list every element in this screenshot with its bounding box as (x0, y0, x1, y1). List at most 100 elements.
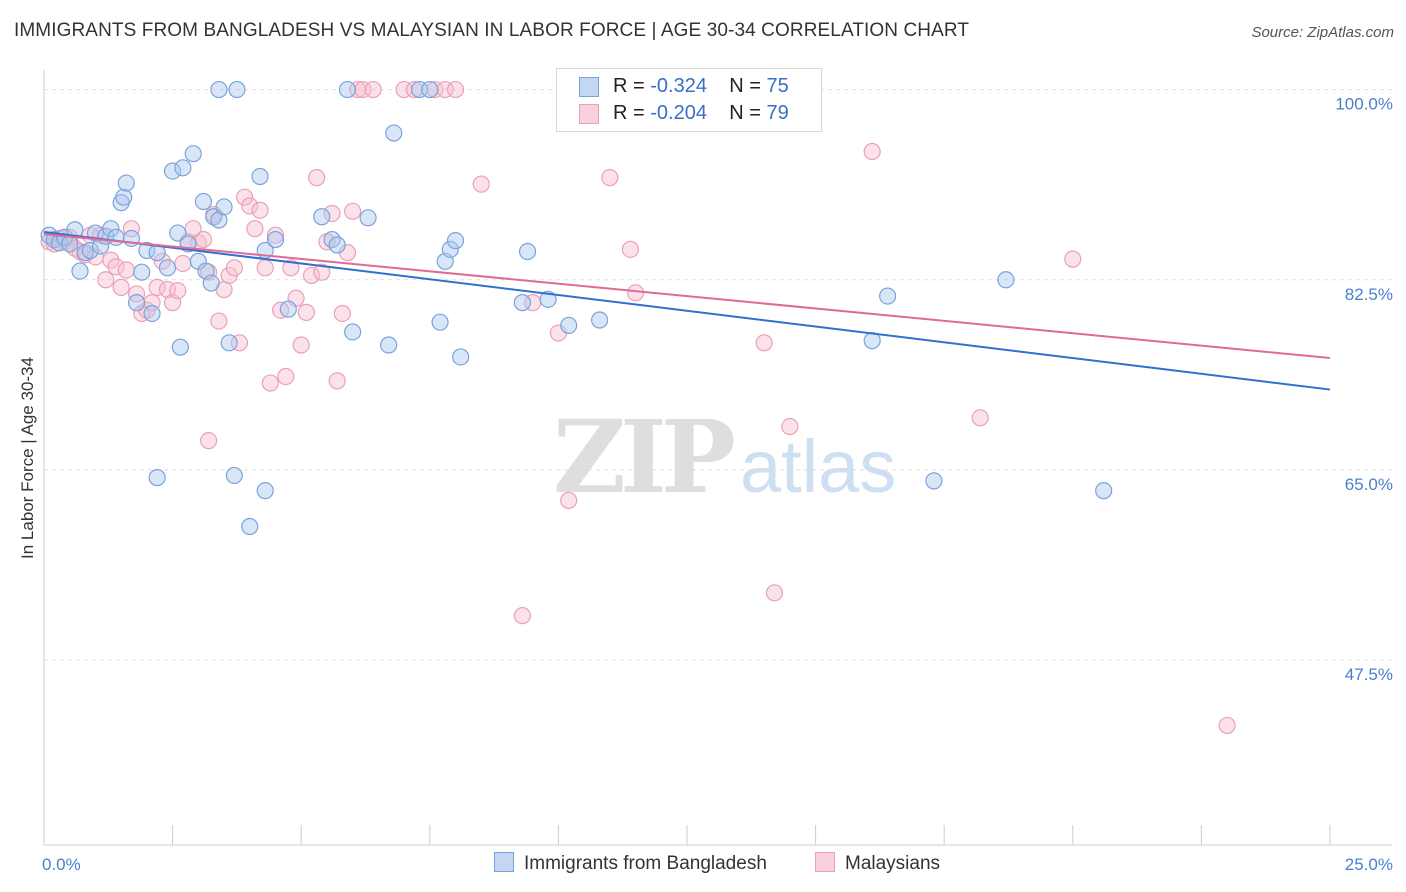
malaysians-point (863, 142, 881, 161)
malaysians-point (755, 334, 773, 352)
legend-swatch-bangladesh (579, 77, 599, 97)
malaysians-point (626, 284, 645, 302)
legend-label-bangladesh: Immigrants from Bangladesh (524, 853, 767, 874)
malaysians-point (122, 220, 141, 238)
bangladesh-point (138, 241, 156, 260)
malaysians-point (225, 259, 243, 277)
malaysians-point (313, 263, 331, 281)
malaysians-point (302, 266, 321, 285)
source-note: Source: ZipAtlas.com (1251, 24, 1394, 41)
malaysians-point (277, 367, 295, 386)
bangladesh-point (997, 271, 1015, 289)
malaysians-point (282, 259, 300, 277)
malaysians-point (261, 374, 279, 392)
malaysians-point (241, 197, 259, 215)
malaysians-point (236, 188, 254, 206)
malaysians-point (174, 254, 192, 273)
bangladesh-point (71, 262, 89, 280)
bangladesh-point (1095, 482, 1113, 500)
bangladesh-point (441, 240, 459, 258)
bangladesh-point (184, 145, 202, 163)
bangladesh-point (879, 287, 897, 305)
malaysians-point (117, 261, 135, 279)
malaysians-point (112, 278, 130, 296)
bangladesh-point (279, 300, 297, 318)
malaysians-point (513, 607, 531, 625)
stats-legend-text: R = -0.204 N = 79 (613, 102, 789, 125)
watermark: ZIP atlas (553, 398, 896, 516)
malaysians-point (323, 204, 341, 223)
malaysians-point (194, 230, 213, 249)
r-label: R = (613, 75, 651, 97)
malaysians-point (472, 175, 490, 193)
r-value: -0.324 (650, 75, 707, 97)
malaysians-point (971, 409, 989, 427)
y-tick-label: 82.5% (1345, 285, 1393, 304)
y-axis-label: In Labor Force | Age 30-34 (18, 357, 37, 559)
bangladesh-point (169, 224, 187, 242)
bangladesh-point (202, 274, 220, 292)
malaysians-point (148, 278, 166, 296)
bangladesh-point (210, 211, 228, 229)
malaysians-point (446, 80, 465, 99)
r-value: -0.204 (650, 102, 707, 124)
malaysians-point (765, 584, 784, 602)
bangladesh-point (210, 80, 228, 99)
malaysians-trend-line (43, 233, 1331, 360)
bangladesh-point (251, 167, 269, 186)
malaysians-point (97, 271, 115, 289)
bangladesh-point (171, 338, 189, 356)
bangladesh-point (164, 162, 182, 180)
legend-swatch-malaysians (815, 852, 835, 872)
bangladesh-trend-line (43, 230, 1331, 391)
malaysians-point (328, 372, 346, 390)
malaysians-point (560, 491, 578, 510)
n-label: N = (729, 102, 767, 124)
bangladesh-point (513, 294, 531, 312)
malaysians-point (251, 201, 269, 219)
n-value: 79 (766, 102, 789, 124)
bangladesh-point (313, 208, 331, 226)
bangladesh-point (266, 230, 285, 249)
legend-swatch-malaysians (579, 104, 599, 124)
bangladesh-point (174, 159, 192, 177)
bangladesh-point (385, 124, 403, 142)
y-tick-label: 47.5% (1345, 665, 1393, 684)
bangladesh-point (560, 316, 578, 335)
bangladesh-point (143, 304, 161, 323)
n-value: 75 (766, 75, 789, 97)
legend-label-malaysians: Malaysians (845, 853, 941, 874)
bangladesh-point (127, 294, 146, 312)
malaysians-point (297, 303, 315, 321)
malaysians-point (601, 169, 619, 187)
bangladesh-point (380, 336, 398, 354)
malaysians-point (246, 220, 264, 238)
bangladesh-point (81, 241, 99, 260)
bangladesh-point (194, 192, 213, 211)
bangladesh-point (344, 323, 362, 341)
bangladesh-point (359, 209, 377, 227)
x-tick-label: 25.0% (1345, 855, 1393, 874)
malaysians-point (127, 285, 146, 303)
bangladesh-point (431, 313, 449, 331)
malaysians-point (169, 282, 187, 300)
malaysians-point (1218, 716, 1236, 735)
stats-legend-text: R = -0.324 N = 75 (613, 75, 789, 98)
bangladesh-point (518, 242, 537, 261)
bangladesh-point (421, 80, 439, 99)
legend-item-malaysians: Malaysians (815, 852, 940, 875)
bangladesh-point (107, 228, 125, 246)
bangladesh-point (256, 482, 274, 500)
n-label: N = (729, 75, 767, 97)
watermark-atlas: atlas (739, 425, 897, 508)
malaysians-point (621, 240, 640, 258)
bangladesh-point (925, 472, 943, 490)
malaysians-point (266, 226, 285, 244)
malaysians-point (333, 304, 351, 323)
stats-legend: R = -0.324 N = 75 R = -0.204 N = 79 (556, 68, 822, 132)
bangladesh-point (115, 188, 133, 206)
bangladesh-point (328, 236, 346, 254)
bangladesh-point (215, 198, 233, 216)
malaysians-point (1064, 250, 1082, 268)
